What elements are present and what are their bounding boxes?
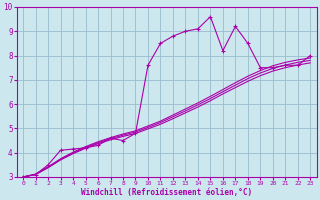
X-axis label: Windchill (Refroidissement éolien,°C): Windchill (Refroidissement éolien,°C) <box>81 188 252 197</box>
